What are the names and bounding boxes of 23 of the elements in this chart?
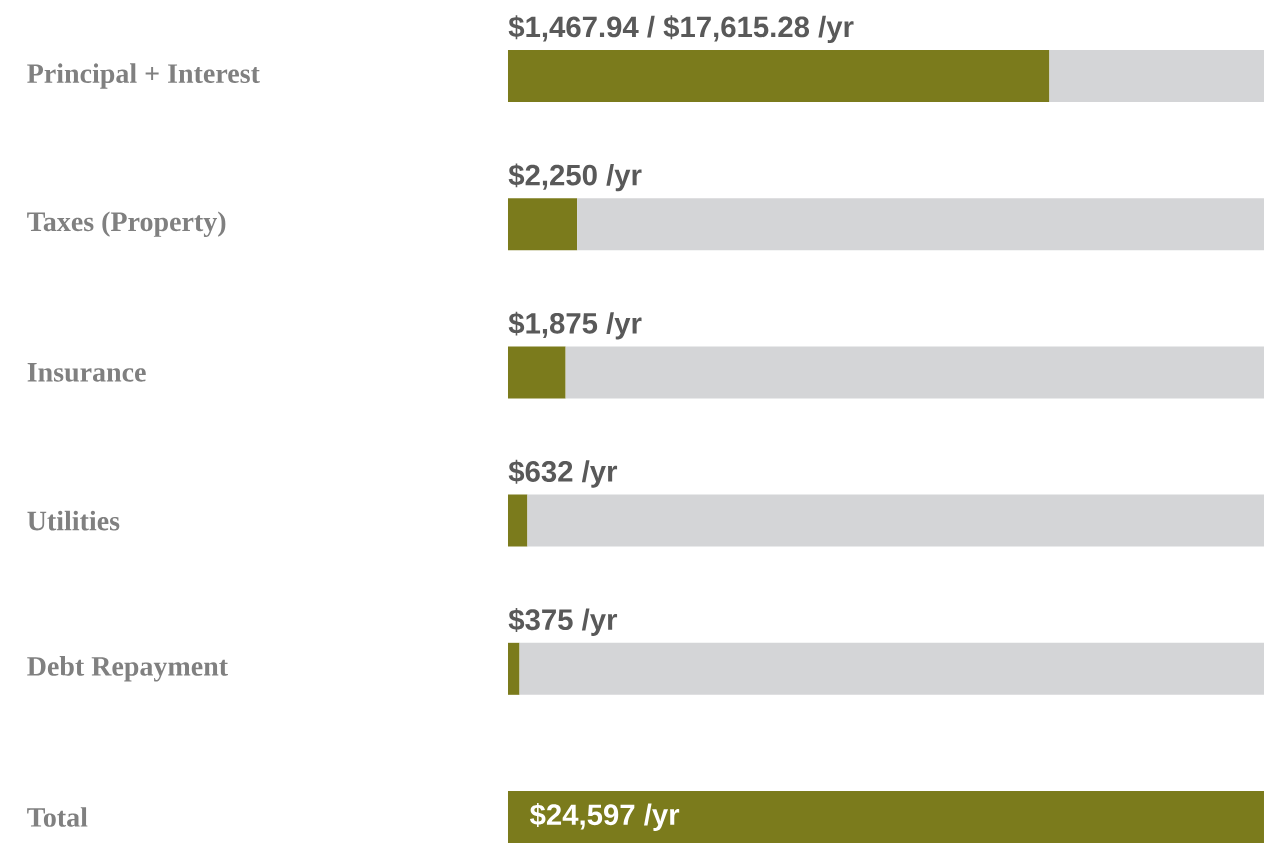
data-label: $1,467.94 / $17,615.28 /yr — [508, 15, 854, 44]
bar — [507, 346, 566, 399]
bar — [507, 198, 578, 251]
y-tick-label: Utilities — [27, 510, 120, 531]
y-tick-label: Insurance — [27, 363, 146, 382]
bar — [507, 50, 1050, 103]
bar — [565, 346, 1264, 399]
data-label: $2,250 /yr — [508, 163, 642, 192]
bar — [577, 198, 1264, 251]
bar — [527, 494, 1264, 547]
data-label: $24,597 /yr — [529, 803, 680, 831]
bar — [507, 642, 520, 695]
y-tick-label: Principal + Interest — [27, 63, 260, 89]
y-tick-label: Total — [27, 807, 88, 827]
bar — [507, 494, 528, 547]
data-label: $632 /yr — [508, 459, 618, 488]
bar — [519, 642, 1264, 695]
data-label: $1,875 /yr — [508, 311, 642, 340]
y-tick-label: Taxes (Property) — [27, 211, 226, 237]
bar — [507, 791, 1264, 844]
data-label: $375 /yr — [508, 608, 618, 636]
y-tick-label: Debt Repayment — [27, 656, 228, 682]
bar — [1049, 50, 1264, 103]
